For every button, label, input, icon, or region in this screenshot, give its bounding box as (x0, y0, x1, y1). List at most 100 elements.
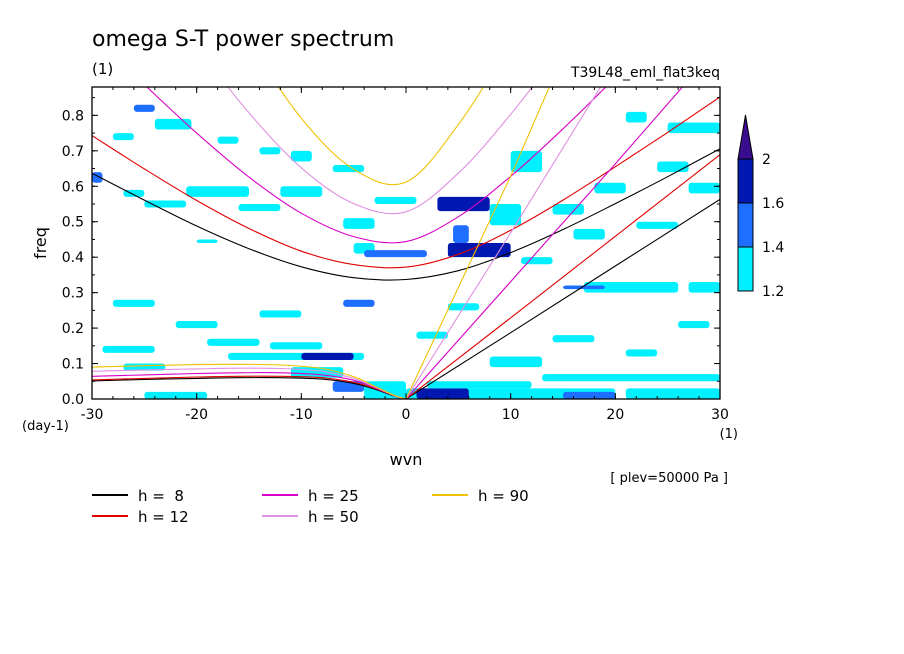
shaded-region (510, 150, 543, 173)
shaded-region (154, 118, 192, 130)
shaded-region (657, 161, 689, 173)
shaded-region (563, 285, 605, 290)
shaded-region (144, 200, 187, 208)
x-tick-label: -20 (185, 407, 208, 423)
colorbar: 1.2 1.4 1.6 2 (737, 114, 784, 300)
axis-ticks: -30 -20 -10 0 10 20 30 0.0 0.1 0.2 0.3 0.4 0.5 0.6 0.7… (62, 87, 729, 423)
shaded-region (102, 345, 155, 353)
shaded-region (290, 150, 312, 162)
x-tick-label: 20 (606, 407, 624, 423)
y-tick-label: 0.3 (62, 286, 84, 302)
x-tick-label: -10 (290, 407, 313, 423)
kelvin-curve (405, 87, 551, 399)
y-tick-label: 0.0 (62, 392, 84, 408)
shaded-region (583, 282, 679, 293)
shaded-region (542, 374, 720, 382)
shaded-region (453, 225, 469, 243)
shaded-region (364, 250, 427, 258)
y-tick-label: 0.6 (62, 179, 84, 195)
shaded-region (437, 196, 490, 212)
y-axis-label: freq (31, 227, 50, 259)
colorbar-label: 1.4 (762, 240, 784, 256)
eig-curve (92, 96, 720, 269)
rossby-curve (92, 363, 407, 399)
shaded-region (667, 122, 720, 134)
colorbar-label: 2 (762, 152, 771, 168)
shaded-region (196, 239, 218, 243)
shaded-region (573, 228, 605, 240)
x-tick-label: -30 (81, 407, 104, 423)
shaded-region (112, 299, 155, 307)
shaded-region (259, 147, 281, 155)
shaded-region (259, 310, 302, 318)
shaded-region (133, 104, 155, 112)
shaded-region (678, 321, 710, 329)
chart-subtitle: (1) (92, 60, 113, 78)
shaded-region (280, 186, 323, 197)
x-axis-label: wvn (390, 450, 423, 469)
chart-title: omega S-T power spectrum (92, 27, 394, 52)
legend: h = 8 h = 12 h = 25 h = 50 h = 90 (92, 487, 529, 526)
spectral-shading (92, 104, 720, 399)
y-tick-label: 0.7 (62, 144, 84, 160)
kelvin-curve (405, 87, 602, 399)
dispersion-curves (92, 87, 720, 399)
colorbar-segment (737, 246, 754, 292)
legend-label: h = 50 (308, 508, 359, 526)
shaded-region (521, 257, 553, 265)
shaded-region (552, 335, 595, 343)
eig-curve (92, 148, 720, 281)
shaded-region (207, 338, 260, 346)
shaded-region (688, 182, 720, 194)
x-tick-label: 30 (711, 407, 729, 423)
shaded-region (217, 136, 239, 144)
shaded-region (343, 218, 375, 229)
kelvin-curve (405, 198, 720, 399)
y-tick-label: 0.2 (62, 321, 84, 337)
colorbar-overflow-triangle (737, 114, 754, 160)
shaded-region (416, 388, 469, 399)
y-tick-label: 0.8 (62, 108, 84, 124)
y-tick-label: 0.1 (62, 357, 84, 373)
shaded-region (594, 182, 626, 194)
legend-label: h = 12 (138, 508, 189, 526)
plot-background (92, 87, 720, 399)
shaded-region (269, 342, 323, 350)
colorbar-label: 1.6 (762, 196, 784, 212)
x-unit-label: (1) (720, 427, 738, 442)
shaded-region (186, 186, 249, 197)
kelvin-curve (405, 154, 720, 399)
shaded-region (301, 352, 354, 360)
y-tick-label: 0.4 (62, 250, 84, 266)
shaded-region (426, 381, 532, 389)
legend-label: h = 90 (478, 487, 529, 505)
shaded-region (175, 321, 218, 329)
y-unit-label: (day-1) (22, 419, 69, 434)
eig-curve (227, 87, 534, 215)
y-tick-label: 0.5 (62, 215, 84, 231)
shaded-region (625, 111, 647, 123)
shaded-region (416, 331, 448, 339)
plev-label: [ plev=50000 Pa ] (610, 471, 728, 486)
shaded-region (625, 388, 720, 399)
shaded-region (112, 133, 134, 141)
legend-label: h = 25 (308, 487, 359, 505)
shaded-region (625, 349, 658, 357)
eig-curve (277, 87, 485, 186)
shaded-region (374, 196, 417, 204)
kelvin-curve (405, 87, 684, 399)
shaded-region (489, 204, 522, 226)
shaded-region (447, 243, 511, 258)
shaded-region (563, 391, 616, 399)
legend-label: h = 8 (138, 487, 184, 505)
shaded-region (688, 282, 720, 293)
colorbar-label: 1.2 (762, 284, 784, 300)
shaded-region (552, 204, 584, 215)
eig-curve (146, 87, 607, 244)
colorbar-segment (737, 158, 754, 204)
shaded-region (343, 299, 375, 307)
x-tick-label: 10 (502, 407, 520, 423)
shaded-region (144, 391, 208, 399)
shaded-region (238, 204, 281, 212)
